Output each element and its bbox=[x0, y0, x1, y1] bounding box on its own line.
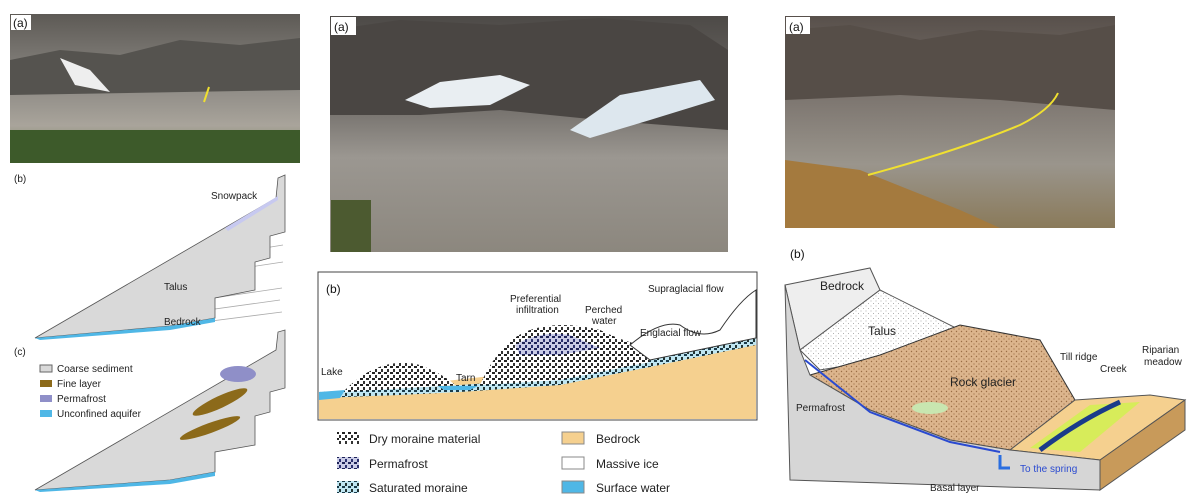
legend-label: Fine layer bbox=[57, 379, 102, 390]
label: Tarn bbox=[456, 373, 475, 384]
label: infiltration bbox=[516, 305, 559, 316]
panel-label: (c) bbox=[14, 347, 26, 358]
page: (a) (b) Snowpack Talus Bedrock (c) Coars… bbox=[0, 0, 1193, 494]
label: Riparian bbox=[1142, 345, 1179, 356]
label: Permafrost bbox=[796, 403, 845, 414]
vegetation bbox=[331, 200, 371, 252]
label: Perched bbox=[585, 305, 622, 316]
legend-label: Dry moraine material bbox=[369, 432, 480, 446]
permafrost-lens bbox=[912, 402, 948, 414]
label: Talus bbox=[868, 324, 896, 338]
legend: Dry moraine material Permafrost Saturate… bbox=[337, 432, 670, 494]
forest bbox=[10, 130, 300, 163]
label: Rock glacier bbox=[950, 375, 1016, 389]
legend-label: Surface water bbox=[596, 481, 670, 494]
label: Till ridge bbox=[1060, 352, 1098, 363]
label: meadow bbox=[1144, 357, 1183, 368]
label: Creek bbox=[1100, 364, 1128, 375]
middle-panel: (a) (b) Preferential infiltration Perche… bbox=[318, 16, 757, 494]
panel-label: (b) bbox=[326, 282, 341, 296]
label: Snowpack bbox=[211, 191, 258, 202]
legend-label: Saturated moraine bbox=[369, 481, 468, 494]
legend-label: Permafrost bbox=[369, 457, 428, 471]
right-panel: (a) (b) Bedrock Talus Rock glacier Till … bbox=[785, 16, 1185, 494]
panel-label: (b) bbox=[14, 174, 26, 185]
label: Englacial flow bbox=[640, 328, 702, 339]
legend-label: Bedrock bbox=[596, 432, 641, 446]
label: Bedrock bbox=[164, 317, 202, 328]
cliff bbox=[785, 25, 1115, 110]
label: Bedrock bbox=[820, 279, 865, 293]
panel-label: (a) bbox=[789, 20, 804, 34]
legend-label: Permafrost bbox=[57, 394, 106, 405]
legend-label: Unconfined aquifer bbox=[57, 409, 142, 420]
label: Supraglacial flow bbox=[648, 284, 724, 295]
label: Preferential bbox=[510, 294, 561, 305]
figure: (a) (b) Snowpack Talus Bedrock (c) Coars… bbox=[0, 0, 1193, 494]
permafrost bbox=[220, 366, 256, 382]
label: Talus bbox=[164, 282, 187, 293]
label: To the spring bbox=[1020, 464, 1077, 475]
label: water bbox=[591, 316, 617, 327]
panel-label: (a) bbox=[13, 16, 28, 30]
left-panel: (a) (b) Snowpack Talus Bedrock (c) Coars… bbox=[10, 14, 300, 492]
panel-label: (a) bbox=[334, 20, 349, 34]
legend: Coarse sediment Fine layer Permafrost Un… bbox=[40, 364, 142, 420]
label: Lake bbox=[321, 367, 343, 378]
panel-label: (b) bbox=[790, 247, 805, 261]
legend-label: Massive ice bbox=[596, 457, 659, 471]
label: Basal layer bbox=[930, 483, 980, 494]
legend-label: Coarse sediment bbox=[57, 364, 133, 375]
